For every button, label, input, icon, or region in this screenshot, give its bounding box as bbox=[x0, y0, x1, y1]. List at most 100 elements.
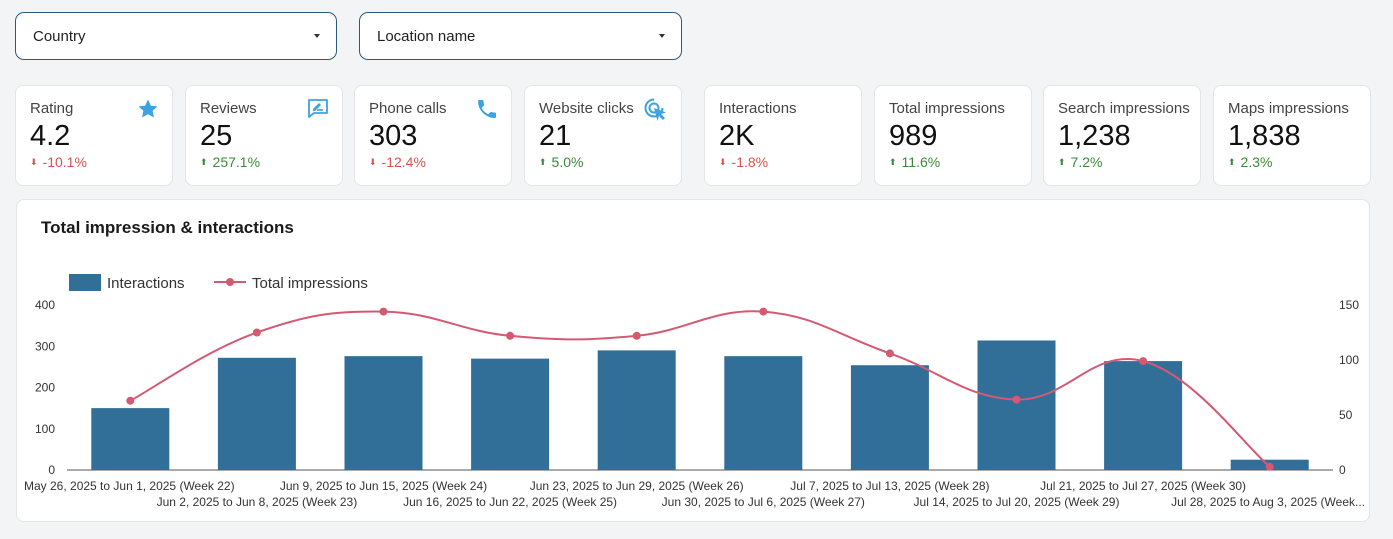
legend-label-impressions: Total impressions bbox=[252, 275, 368, 292]
kpi-delta-value: 2.3% bbox=[1240, 154, 1273, 170]
kpi-delta-value: 11.6% bbox=[901, 154, 941, 170]
kpi-delta: ⬇ -1.8% bbox=[719, 153, 861, 171]
kpi-delta: ⬆ 11.6% bbox=[889, 153, 1031, 171]
kpi-label: Search impressions bbox=[1058, 100, 1190, 117]
arrow-up-icon: ⬆ bbox=[539, 157, 547, 167]
line-point bbox=[126, 396, 135, 405]
kpi-card-phone-calls: Phone calls 303 ⬇ -12.4% bbox=[354, 85, 512, 186]
arrow-down-icon: ⬇ bbox=[719, 157, 727, 167]
arrow-up-icon: ⬆ bbox=[1228, 157, 1236, 167]
kpi-value: 2K bbox=[719, 120, 755, 152]
x-tick-label: Jul 14, 2025 to Jul 20, 2025 (Week 29) bbox=[914, 495, 1120, 509]
kpi-card-search-impressions: Search impressions 1,238 ⬆ 7.2% bbox=[1043, 85, 1201, 186]
line-point bbox=[759, 307, 768, 316]
x-tick-label: Jun 30, 2025 to Jul 6, 2025 (Week 27) bbox=[662, 495, 865, 509]
line-point bbox=[1265, 462, 1274, 471]
bar bbox=[724, 356, 803, 470]
x-tick-label: Jul 28, 2025 to Aug 3, 2025 (Week... bbox=[1171, 495, 1365, 509]
chart-title: Total impression & interactions bbox=[41, 218, 294, 237]
kpi-card-total-impressions: Total impressions 989 ⬆ 11.6% bbox=[874, 85, 1032, 186]
kpi-card-interactions: Interactions 2K ⬇ -1.8% bbox=[704, 85, 862, 186]
bar bbox=[1104, 361, 1183, 470]
kpi-delta-value: -12.4% bbox=[381, 154, 426, 170]
location-dropdown[interactable]: Location name bbox=[359, 12, 682, 60]
combo-chart: 0 100 200 300 400 0 50 100 150 May 26, 2025 to Ju… bbox=[24, 274, 1365, 509]
kpi-value: 989 bbox=[889, 120, 938, 152]
kpi-delta-value: 5.0% bbox=[551, 154, 584, 170]
arrow-down-icon: ⬇ bbox=[369, 157, 377, 167]
line-point bbox=[506, 331, 515, 340]
kpi-value: 1,838 bbox=[1228, 120, 1301, 152]
legend-swatch-interactions bbox=[69, 274, 101, 291]
arrow-up-icon: ⬆ bbox=[889, 157, 897, 167]
legend-label-interactions: Interactions bbox=[107, 275, 185, 292]
kpi-label: Website clicks bbox=[539, 100, 634, 117]
bar bbox=[850, 365, 929, 470]
line-point bbox=[1012, 395, 1021, 404]
kpi-delta-value: 7.2% bbox=[1070, 154, 1103, 170]
kpi-card-maps-impressions: Maps impressions 1,838 ⬆ 2.3% bbox=[1213, 85, 1371, 186]
kpi-delta: ⬇ -12.4% bbox=[369, 153, 511, 171]
kpi-label: Phone calls bbox=[369, 100, 447, 117]
line-point bbox=[632, 331, 641, 340]
kpi-delta: ⬆ 7.2% bbox=[1058, 153, 1200, 171]
y-left-tick-label: 0 bbox=[48, 463, 55, 477]
country-dropdown[interactable]: Country bbox=[15, 12, 337, 60]
kpi-card-reviews: Reviews 25 ⬆ 257.1% bbox=[185, 85, 343, 186]
y-right-tick-label: 0 bbox=[1339, 463, 1346, 477]
x-tick-label: Jun 23, 2025 to Jun 29, 2025 (Week 26) bbox=[530, 479, 744, 493]
kpi-delta: ⬆ 5.0% bbox=[539, 153, 681, 171]
kpi-value: 4.2 bbox=[30, 120, 71, 152]
review-icon bbox=[306, 97, 330, 126]
star-icon bbox=[136, 97, 160, 126]
bar bbox=[471, 358, 550, 470]
kpi-delta-value: -10.1% bbox=[42, 154, 87, 170]
y-left-tick-label: 100 bbox=[35, 422, 55, 436]
chart-card: Total impression & interactions 0 100 200 3… bbox=[16, 199, 1370, 522]
line-point bbox=[885, 349, 894, 358]
legend-swatch-impressions-dot bbox=[226, 278, 234, 286]
kpi-value: 303 bbox=[369, 120, 418, 152]
kpi-label: Reviews bbox=[200, 100, 257, 117]
x-tick-label: Jul 7, 2025 to Jul 13, 2025 (Week 28) bbox=[790, 479, 989, 493]
kpi-label: Total impressions bbox=[889, 100, 1005, 117]
kpi-delta: ⬆ 257.1% bbox=[200, 153, 342, 171]
arrow-up-icon: ⬆ bbox=[1058, 157, 1066, 167]
phone-icon bbox=[475, 97, 499, 126]
kpi-label: Maps impressions bbox=[1228, 100, 1349, 117]
bar bbox=[597, 350, 676, 470]
y-right-tick-label: 50 bbox=[1339, 408, 1353, 422]
kpi-value: 25 bbox=[200, 120, 233, 152]
location-dropdown-label: Location name bbox=[377, 27, 476, 45]
y-left-tick-label: 400 bbox=[35, 298, 55, 312]
kpi-delta: ⬆ 2.3% bbox=[1228, 153, 1370, 171]
bar bbox=[977, 340, 1056, 470]
country-dropdown-label: Country bbox=[33, 27, 86, 45]
y-left-tick-label: 300 bbox=[35, 339, 55, 353]
line-point bbox=[252, 328, 261, 337]
line-point bbox=[1139, 357, 1148, 366]
bar bbox=[344, 356, 423, 470]
kpi-value: 21 bbox=[539, 120, 572, 152]
x-tick-label: Jul 21, 2025 to Jul 27, 2025 (Week 30) bbox=[1040, 479, 1246, 493]
kpi-label: Interactions bbox=[719, 100, 797, 117]
line-point bbox=[379, 307, 388, 316]
x-tick-label: Jun 2, 2025 to Jun 8, 2025 (Week 23) bbox=[157, 495, 358, 509]
x-tick-label: May 26, 2025 to Jun 1, 2025 (Week 22) bbox=[24, 479, 235, 493]
kpi-card-website-clicks: Website clicks 21 ⬆ 5.0% bbox=[524, 85, 682, 186]
y-left-tick-label: 200 bbox=[35, 381, 55, 395]
kpi-label: Rating bbox=[30, 100, 74, 117]
kpi-card-rating: Rating 4.2 ⬇ -10.1% bbox=[15, 85, 173, 186]
arrow-down-icon: ⬇ bbox=[30, 157, 38, 167]
kpi-delta: ⬇ -10.1% bbox=[30, 153, 172, 171]
x-tick-label: Jun 9, 2025 to Jun 15, 2025 (Week 24) bbox=[280, 479, 487, 493]
arrow-up-icon: ⬆ bbox=[200, 157, 208, 167]
chevron-down-icon bbox=[314, 34, 320, 38]
kpi-delta-value: 257.1% bbox=[212, 154, 261, 170]
kpi-value: 1,238 bbox=[1058, 120, 1131, 152]
chevron-down-icon bbox=[659, 34, 665, 38]
click-icon bbox=[643, 97, 669, 128]
kpi-delta-value: -1.8% bbox=[731, 154, 769, 170]
line-series bbox=[129, 310, 1271, 468]
y-right-tick-label: 150 bbox=[1339, 298, 1359, 312]
